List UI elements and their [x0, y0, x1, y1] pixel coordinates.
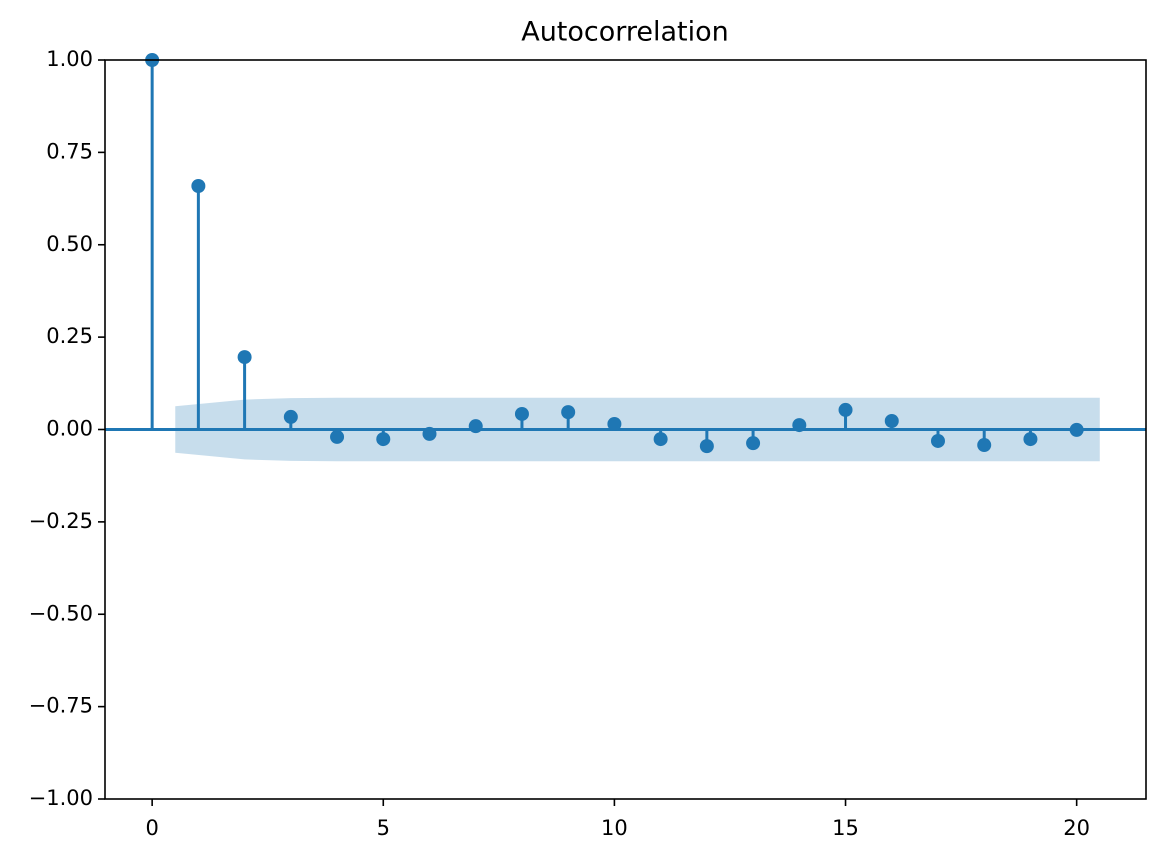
- y-tick-label: −0.25: [29, 509, 93, 533]
- marker: [330, 429, 345, 444]
- marker: [977, 438, 992, 453]
- marker: [792, 418, 807, 433]
- marker: [653, 432, 668, 447]
- marker: [607, 416, 622, 431]
- y-tick-label: 0.25: [46, 324, 93, 348]
- y-tick-label: 0.00: [46, 417, 93, 441]
- marker: [1023, 432, 1038, 447]
- x-tick-label: 10: [601, 816, 628, 840]
- x-tick-label: 20: [1063, 816, 1090, 840]
- marker: [237, 350, 252, 365]
- x-tick-label: 0: [145, 816, 158, 840]
- x-tick-label: 15: [832, 816, 859, 840]
- y-tick-label: −0.75: [29, 694, 93, 718]
- marker: [468, 419, 483, 434]
- marker: [422, 426, 437, 441]
- marker: [561, 405, 576, 420]
- marker: [699, 439, 714, 454]
- marker: [191, 178, 206, 193]
- marker: [884, 414, 899, 429]
- chart-title: Autocorrelation: [521, 17, 729, 48]
- x-tick-label: 5: [377, 816, 390, 840]
- y-tick-label: −0.50: [29, 601, 93, 625]
- y-tick-label: 1.00: [46, 47, 93, 71]
- marker: [376, 432, 391, 447]
- marker: [514, 406, 529, 421]
- y-tick-label: 0.50: [46, 232, 93, 256]
- marker: [746, 436, 761, 451]
- marker: [838, 402, 853, 417]
- marker: [1069, 422, 1084, 437]
- marker: [930, 433, 945, 448]
- marker: [283, 409, 298, 424]
- y-tick-label: −1.00: [29, 786, 93, 810]
- y-tick-label: 0.75: [46, 139, 93, 163]
